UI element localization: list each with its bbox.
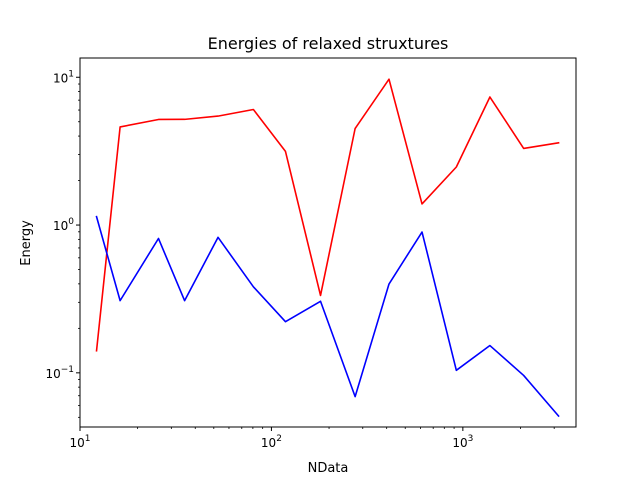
x-tick-label: 103 [452, 434, 473, 450]
chart-title: Energies of relaxed struxtures [208, 34, 449, 53]
y-tick-label: 10−1 [45, 365, 74, 381]
y-tick-label: 100 [53, 217, 74, 233]
series-line-2 [95, 215, 560, 418]
axes-frame [79, 57, 577, 428]
series-line-1 [95, 78, 560, 352]
y-axis-label: Energy [19, 220, 34, 266]
x-axis-label: NData [308, 461, 349, 476]
x-tick-label: 101 [69, 434, 90, 450]
plot-area [95, 78, 560, 418]
y-tick-label: 101 [53, 69, 74, 85]
x-tick-label: 102 [261, 434, 282, 450]
